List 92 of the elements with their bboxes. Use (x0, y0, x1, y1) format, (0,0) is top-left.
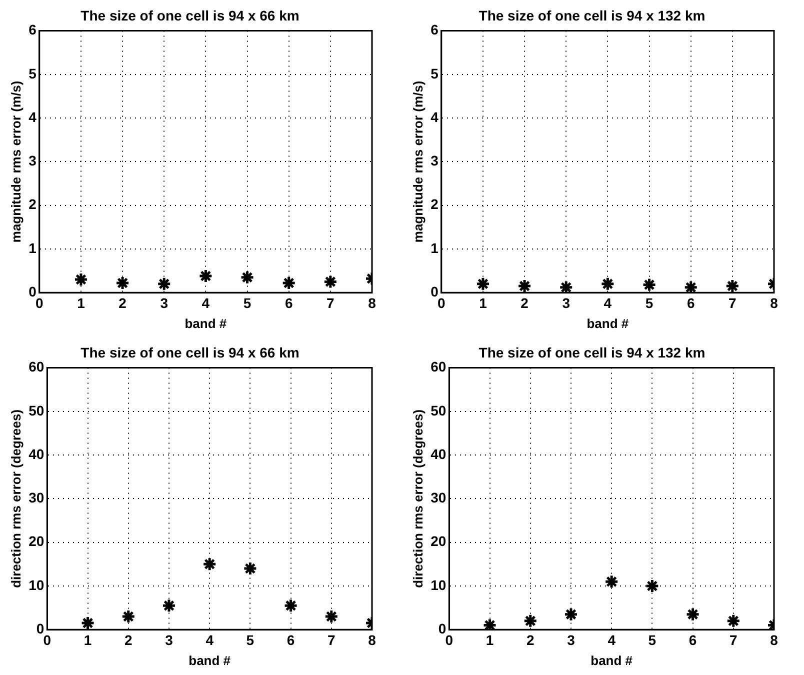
x-axis-title: band # (586, 316, 630, 331)
point (523, 614, 538, 628)
y-tick-label: 40 (430, 446, 446, 462)
y-axis-title: magnitude rms error (m/s) (8, 80, 24, 243)
point (564, 607, 578, 622)
x-tick-label: 5 (243, 294, 252, 311)
point (202, 556, 217, 572)
y-tick-label: 60 (28, 358, 44, 375)
y-axis-title: direction rms error (degrees) (410, 409, 426, 588)
y-tick-label: 1 (28, 240, 37, 256)
point (80, 616, 96, 630)
y-tick-label: 1 (430, 240, 439, 256)
point (284, 598, 298, 613)
y-tick-label: 4 (430, 108, 439, 125)
y-tick-label: 10 (430, 576, 446, 593)
x-tick-label: 7 (326, 294, 335, 311)
point (240, 270, 255, 285)
x-tick-label: 1 (486, 632, 494, 648)
y-tick-label: 0 (36, 620, 44, 636)
x-tick-label: 3 (567, 632, 576, 648)
point (162, 598, 176, 613)
point (282, 276, 296, 290)
x-tick-label: 1 (77, 294, 86, 311)
chart-title: The size of one cell is 94 x 66 km (80, 7, 300, 24)
x-tick-label: 4 (604, 294, 612, 311)
y-tick-label: 10 (28, 576, 44, 593)
chart-title: The size of one cell is 94 x 132 km (478, 344, 706, 360)
point (324, 609, 339, 624)
y-tick-label: 3 (28, 152, 37, 169)
y-tick-label: 3 (430, 152, 439, 169)
y-tick-label: 2 (430, 196, 439, 212)
x-tick-label: 2 (520, 294, 529, 311)
x-tick-label: 5 (648, 632, 656, 648)
y-tick-label: 40 (28, 446, 44, 462)
point (198, 268, 213, 284)
y-tick-label: 5 (28, 65, 37, 82)
x-tick-label: 4 (206, 632, 214, 648)
chart-title: The size of one cell is 94 x 66 km (80, 344, 300, 360)
y-tick-label: 5 (430, 65, 439, 82)
y-tick-label: 0 (438, 620, 446, 636)
y-tick-label: 0 (430, 283, 439, 300)
y-tick-label: 30 (430, 490, 446, 506)
point (726, 614, 741, 628)
point (121, 609, 136, 624)
y-axis-title: magnitude rms error (m/s) (410, 80, 426, 243)
x-tick-label: 2 (526, 632, 534, 648)
x-tick-label: 8 (368, 632, 376, 648)
x-tick-label: 8 (368, 294, 376, 311)
point (644, 578, 660, 594)
x-tick-label: 6 (286, 632, 295, 648)
y-tick-label: 30 (28, 490, 44, 506)
x-axis-title: band # (184, 316, 228, 331)
y-tick-label: 6 (430, 22, 439, 38)
chart-title: The size of one cell is 94 x 132 km (478, 7, 706, 24)
x-tick-label: 7 (328, 632, 336, 648)
x-tick-label: 1 (479, 294, 488, 311)
point (115, 276, 130, 290)
x-tick-label: 6 (686, 294, 695, 311)
x-tick-label: 5 (645, 294, 654, 311)
point (686, 607, 700, 622)
y-tick-label: 50 (430, 402, 446, 418)
x-tick-label: 3 (562, 294, 570, 311)
x-tick-label: 6 (284, 294, 293, 311)
x-tick-label: 4 (202, 294, 210, 311)
x-tick-label: 2 (124, 632, 132, 648)
y-tick-label: 50 (28, 402, 44, 418)
x-tick-label: 1 (84, 632, 92, 648)
y-tick-label: 0 (28, 283, 37, 300)
x-tick-label: 7 (730, 632, 738, 648)
y-tick-label: 20 (28, 533, 44, 550)
y-tick-label: 60 (430, 358, 446, 375)
y-axis-title: direction rms error (degrees) (8, 409, 24, 588)
y-tick-label: 4 (28, 108, 37, 125)
x-tick-label: 8 (770, 294, 778, 311)
x-tick-label: 3 (160, 294, 168, 311)
y-tick-label: 2 (28, 196, 37, 212)
y-tick-label: 6 (28, 22, 37, 38)
x-tick-label: 3 (165, 632, 174, 648)
x-axis-title: band # (590, 652, 634, 668)
x-tick-label: 7 (728, 294, 737, 311)
point (242, 561, 258, 576)
x-tick-label: 6 (688, 632, 697, 648)
x-tick-label: 2 (118, 294, 127, 311)
x-tick-label: 4 (608, 632, 616, 648)
x-axis-title: band # (188, 652, 232, 668)
y-tick-label: 20 (430, 533, 446, 550)
point (323, 274, 338, 289)
point (74, 272, 88, 287)
x-tick-label: 5 (246, 632, 254, 648)
point (604, 574, 619, 589)
x-tick-label: 8 (770, 632, 778, 648)
point (156, 276, 172, 292)
